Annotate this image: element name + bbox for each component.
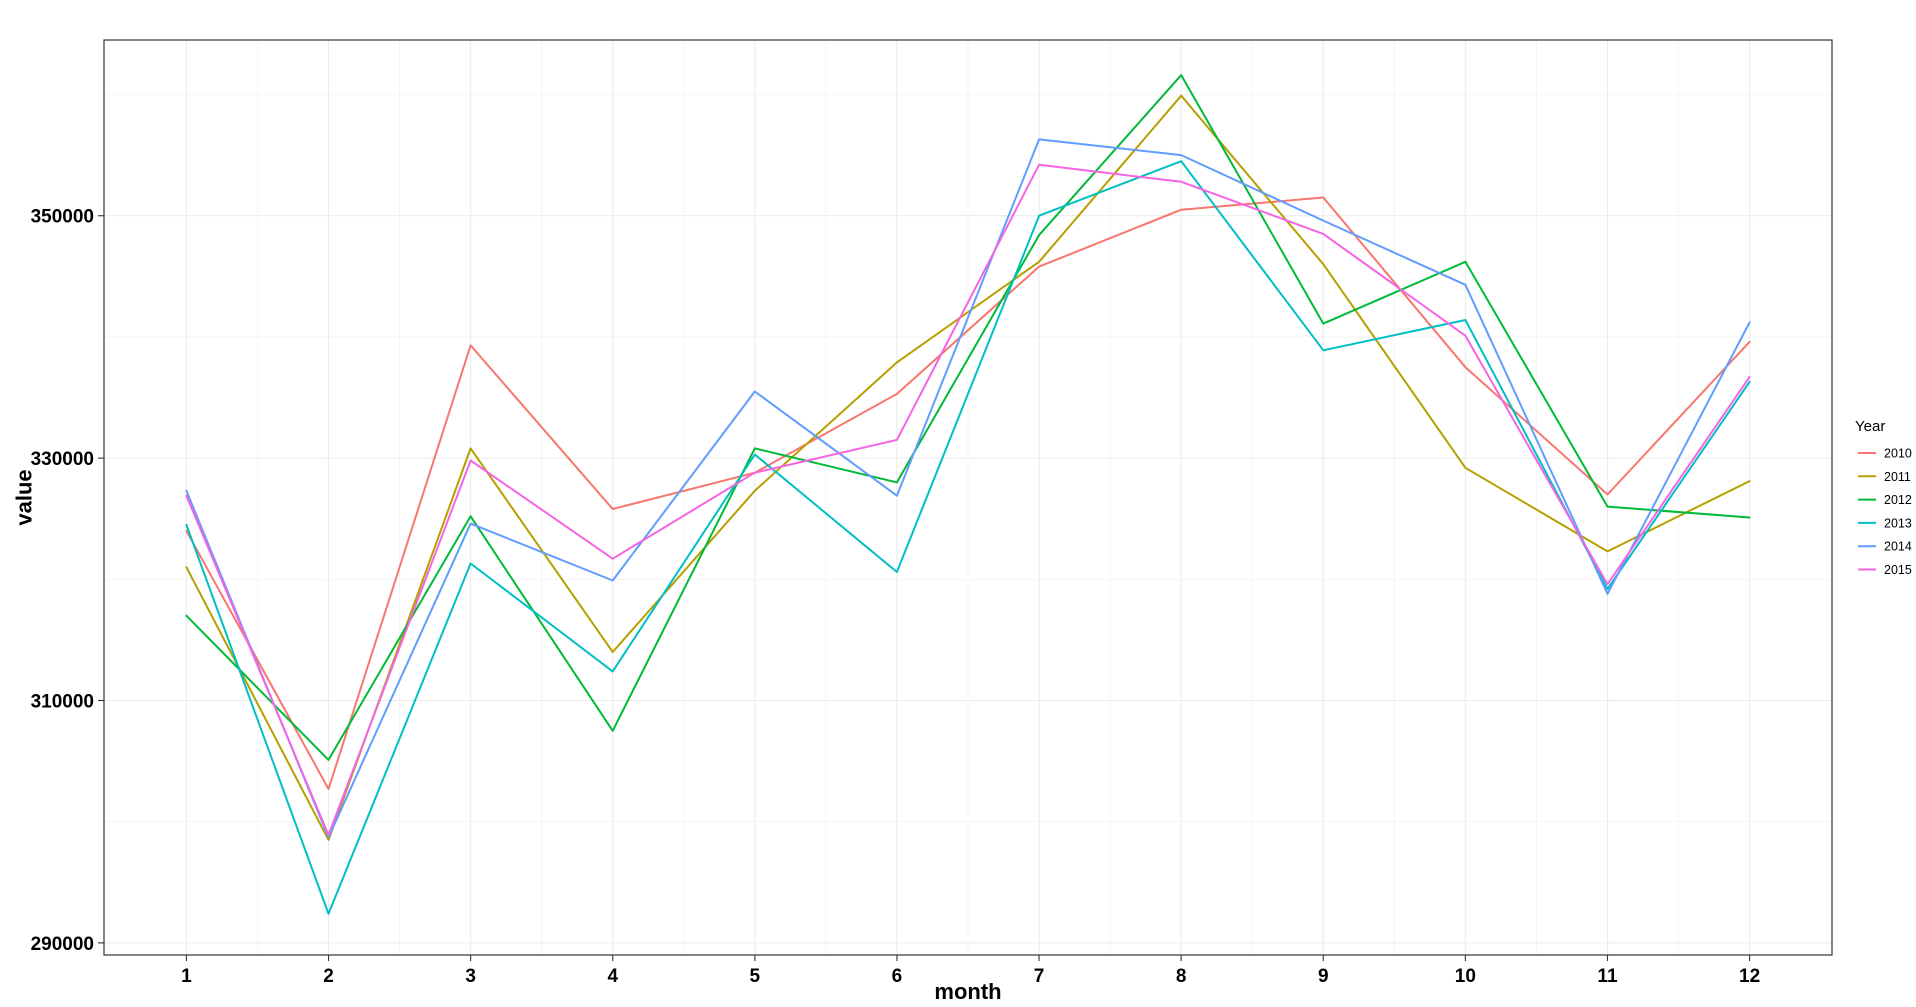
x-tick-label: 2 [323, 966, 334, 987]
legend-label-2012: 2012 [1884, 493, 1912, 507]
x-tick-label: 5 [750, 966, 761, 987]
x-tick-label: 1 [181, 966, 192, 987]
x-axis-title: month [934, 979, 1001, 1004]
x-tick-label: 10 [1455, 966, 1476, 987]
x-tick-label: 11 [1597, 966, 1618, 987]
x-tick-label: 6 [892, 966, 903, 987]
grid-lines [104, 40, 1832, 955]
legend-label-2013: 2013 [1884, 516, 1912, 530]
x-tick-label: 3 [465, 966, 476, 987]
y-tick-label: 350000 [31, 207, 94, 228]
series-line-2012 [185, 74, 1751, 761]
x-tick-label: 8 [1176, 966, 1187, 987]
series-line-2015 [185, 163, 1751, 836]
series-line-2013 [185, 160, 1751, 915]
series-line-2011 [185, 94, 1751, 841]
y-tick-label: 310000 [31, 691, 94, 712]
legend-label-2015: 2015 [1884, 563, 1912, 577]
series-lines [185, 74, 1751, 915]
legend: Year 2010 2011 2012 2013 2014 2015 [1855, 418, 1912, 577]
series-line-2010 [185, 196, 1751, 790]
x-tick-label: 12 [1739, 966, 1760, 987]
x-tick-label: 4 [607, 966, 618, 987]
legend-label-2011: 2011 [1884, 470, 1911, 484]
legend-label-2014: 2014 [1884, 540, 1912, 554]
x-tick-label: 9 [1318, 966, 1329, 987]
x-tick-label: 7 [1034, 966, 1045, 987]
plot-panel-border [103, 39, 1833, 956]
legend-title: Year [1855, 418, 1885, 435]
y-tick-label: 290000 [31, 934, 94, 955]
series-line-2014 [185, 138, 1751, 839]
legend-items: 2010 2011 2012 2013 2014 2015 [1858, 447, 1912, 577]
y-axis-title: value [12, 469, 37, 525]
y-tick-label: 330000 [31, 449, 94, 470]
legend-label-2010: 2010 [1884, 447, 1912, 461]
